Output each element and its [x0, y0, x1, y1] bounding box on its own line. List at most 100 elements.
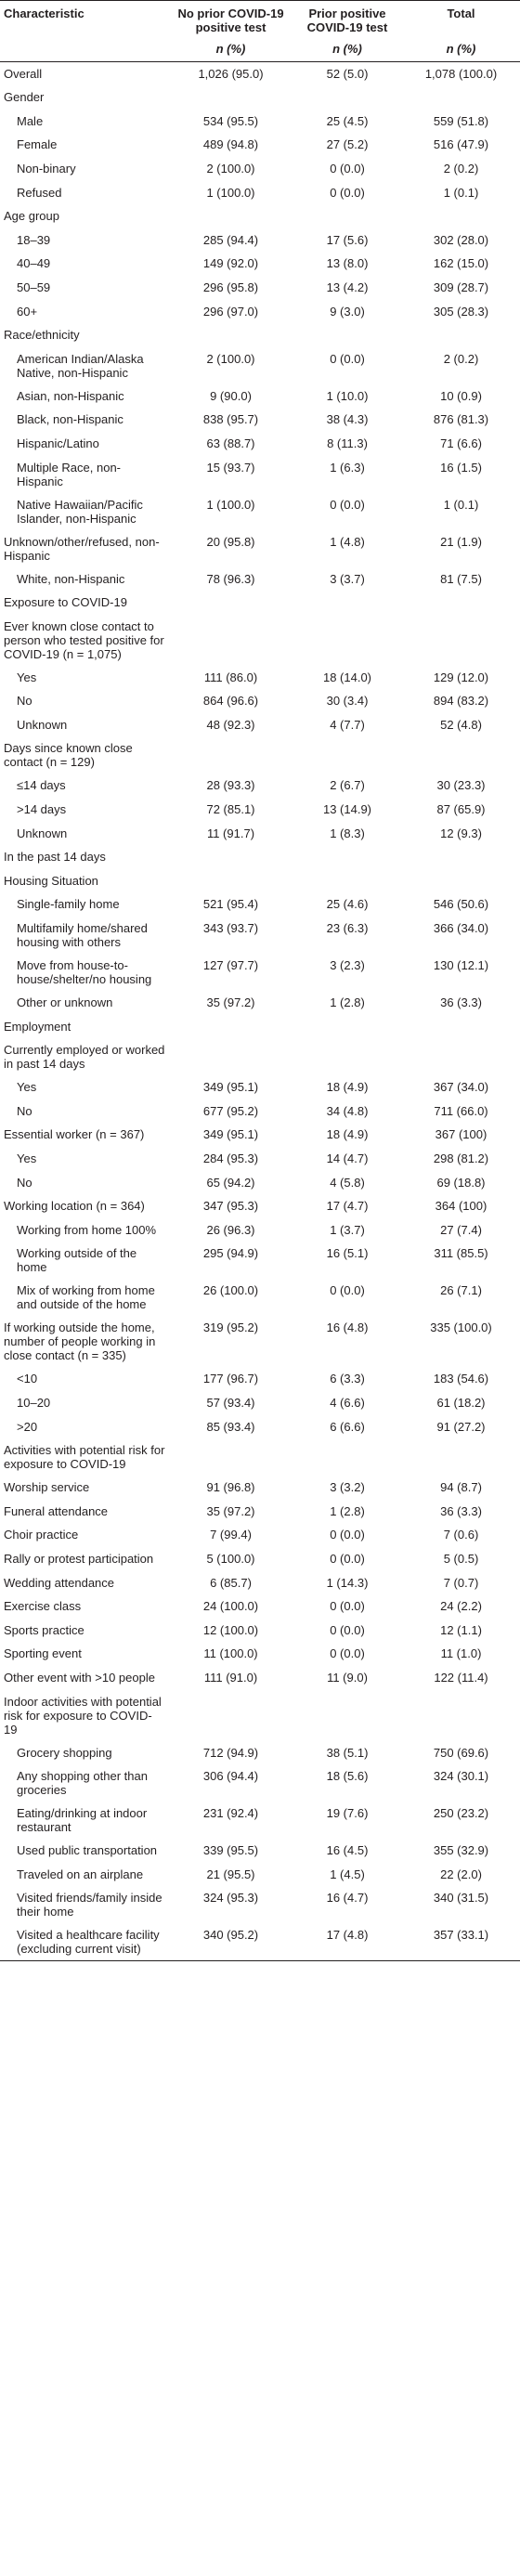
row-label: <10 [17, 1372, 38, 1386]
row-label: Move from house-to-house/shelter/no hous… [17, 958, 152, 987]
row-label: Unknown/other/refused, non-Hispanic [4, 534, 160, 563]
cell-prior-positive: 1 (3.7) [330, 1222, 365, 1237]
subheader-no-prior-positive: n (%) [215, 42, 246, 56]
cell-no-prior-positive: 349 (95.1) [202, 1127, 259, 1142]
cell-total: 12 (9.3) [440, 826, 482, 840]
row-label: Choir practice [4, 1528, 79, 1542]
cell-total: 302 (28.0) [433, 232, 489, 247]
cell-no-prior-positive: 306 (94.4) [202, 1769, 259, 1784]
cell-no-prior-positive [169, 85, 292, 110]
table-row: Exercise class 24 (100.0) 0 (0.0) 24 (2.2) [0, 1594, 520, 1619]
cell-prior-positive: 0 (0.0) [330, 1528, 365, 1542]
row-label: Visited friends/family inside their home [17, 1891, 162, 1919]
cell-prior-positive: 13 (8.0) [326, 256, 369, 271]
cell-no-prior-positive [169, 204, 292, 228]
cell-prior-positive: 17 (4.7) [326, 1199, 369, 1214]
cell-prior-positive: 0 (0.0) [330, 1646, 365, 1661]
cell-total: 711 (66.0) [434, 1103, 488, 1118]
cell-no-prior-positive [169, 1038, 292, 1075]
cell-no-prior-positive: 677 (95.2) [202, 1103, 259, 1118]
cell-total: 130 (12.1) [433, 958, 489, 973]
table-row: Wedding attendance 6 (85.7) 1 (14.3) 7 (0.7… [0, 1571, 520, 1595]
row-label: Funeral attendance [4, 1503, 109, 1518]
cell-total: 366 (34.0) [433, 921, 489, 936]
cell-prior-positive [292, 591, 402, 615]
row-label: >14 days [17, 802, 67, 817]
cell-total [402, 204, 520, 228]
cell-prior-positive: 17 (5.6) [326, 232, 369, 247]
cell-total [402, 85, 520, 110]
cell-no-prior-positive: 6 (85.7) [210, 1575, 252, 1590]
cell-no-prior-positive: 177 (96.7) [202, 1372, 259, 1386]
row-label: Worship service [4, 1480, 90, 1495]
table-row: Employment [0, 1015, 520, 1039]
cell-no-prior-positive: 91 (96.8) [206, 1480, 255, 1495]
table-row: Other or unknown 35 (97.2) 1 (2.8) 36 (3.3) [0, 991, 520, 1015]
cell-prior-positive: 19 (7.6) [326, 1806, 369, 1821]
cell-no-prior-positive: 11 (100.0) [203, 1646, 258, 1661]
cell-prior-positive: 23 (6.3) [326, 921, 369, 936]
header-row: Characteristic No prior COVID-19 positiv… [0, 0, 520, 39]
row-label: Activities with potential risk for expos… [4, 1443, 165, 1472]
table-row: Activities with potential risk for expos… [0, 1438, 520, 1476]
table-row: Move from house-to-house/shelter/no hous… [0, 954, 520, 991]
table-row: Any shopping other than groceries 306 (94… [0, 1764, 520, 1802]
table-row: Unknown 11 (91.7) 1 (8.3) 12 (9.3) [0, 822, 520, 846]
cell-no-prior-positive: 838 (95.7) [202, 412, 259, 427]
cell-prior-positive: 1 (10.0) [326, 388, 369, 403]
cell-no-prior-positive: 9 (90.0) [210, 388, 252, 403]
cell-prior-positive: 1 (2.8) [330, 1503, 365, 1518]
row-label: Grocery shopping [17, 1745, 112, 1760]
table-row: Sports practice 12 (100.0) 0 (0.0) 12 (1.1) [0, 1619, 520, 1643]
header-total: Total [447, 7, 475, 20]
cell-prior-positive [292, 1690, 402, 1741]
cell-prior-positive [292, 323, 402, 347]
row-label: Male [17, 113, 44, 128]
row-label: If working outside the home, number of p… [4, 1321, 156, 1363]
cell-prior-positive: 1 (4.5) [330, 1867, 365, 1881]
cell-no-prior-positive: 26 (100.0) [202, 1283, 259, 1298]
row-label: Unknown [17, 826, 68, 840]
cell-total: 16 (1.5) [440, 460, 482, 475]
row-label: Black, non-Hispanic [17, 412, 124, 427]
cell-prior-positive: 25 (4.6) [326, 897, 369, 912]
cell-no-prior-positive: 1 (100.0) [206, 185, 255, 200]
row-label: Hispanic/Latino [17, 436, 99, 450]
cell-total: 24 (2.2) [440, 1599, 482, 1614]
row-label: Asian, non-Hispanic [17, 388, 124, 403]
cell-total [402, 1038, 520, 1075]
cell-total: 5 (0.5) [443, 1551, 479, 1566]
cell-total: 367 (34.0) [433, 1080, 489, 1095]
cell-prior-positive [292, 1438, 402, 1476]
cell-prior-positive [292, 1038, 402, 1075]
table-row: No 677 (95.2) 34 (4.8) 711 (66.0) [0, 1099, 520, 1124]
table-row: >14 days 72 (85.1) 13 (14.9) 87 (65.9) [0, 798, 520, 822]
row-label: Rally or protest participation [4, 1551, 154, 1566]
cell-no-prior-positive: 149 (92.0) [202, 256, 259, 271]
cell-total: 7 (0.6) [443, 1528, 479, 1542]
table-row: Working from home 100% 26 (96.3) 1 (3.7) 27… [0, 1218, 520, 1242]
table-row: Asian, non-Hispanic 9 (90.0) 1 (10.0) 10 (0… [0, 384, 520, 409]
table-row: No 65 (94.2) 4 (5.8) 69 (18.8) [0, 1171, 520, 1195]
cell-no-prior-positive: 5 (100.0) [206, 1551, 255, 1566]
table-row: Unknown 48 (92.3) 4 (7.7) 52 (4.8) [0, 713, 520, 737]
row-label: Working location (n = 364) [4, 1199, 145, 1214]
row-label: Any shopping other than groceries [17, 1769, 148, 1798]
cell-total: 250 (23.2) [433, 1806, 489, 1821]
cell-total: 355 (32.9) [433, 1843, 489, 1858]
cell-total: 122 (11.4) [434, 1670, 488, 1685]
cell-no-prior-positive [169, 591, 292, 615]
table-row: Rally or protest participation 5 (100.0) 0… [0, 1547, 520, 1571]
table-row: Ever known close contact to person who t… [0, 615, 520, 666]
table-row: Refused 1 (100.0) 0 (0.0) 1 (0.1) [0, 181, 520, 205]
table-row: Traveled on an airplane 21 (95.5) 1 (4.5) 2… [0, 1863, 520, 1887]
row-label: Currently employed or worked in past 14 … [4, 1043, 165, 1072]
row-label: Mix of working from home and outside of … [17, 1283, 155, 1312]
cell-prior-positive [292, 736, 402, 774]
table-row: Visited a healthcare facility (excluding… [0, 1923, 520, 1961]
cell-no-prior-positive: 111 (86.0) [203, 670, 258, 684]
table-row: If working outside the home, number of p… [0, 1316, 520, 1367]
table-row: Multifamily home/shared housing with oth… [0, 917, 520, 954]
cell-no-prior-positive: 35 (97.2) [206, 995, 255, 1010]
row-label: Exposure to COVID-19 [4, 595, 127, 610]
